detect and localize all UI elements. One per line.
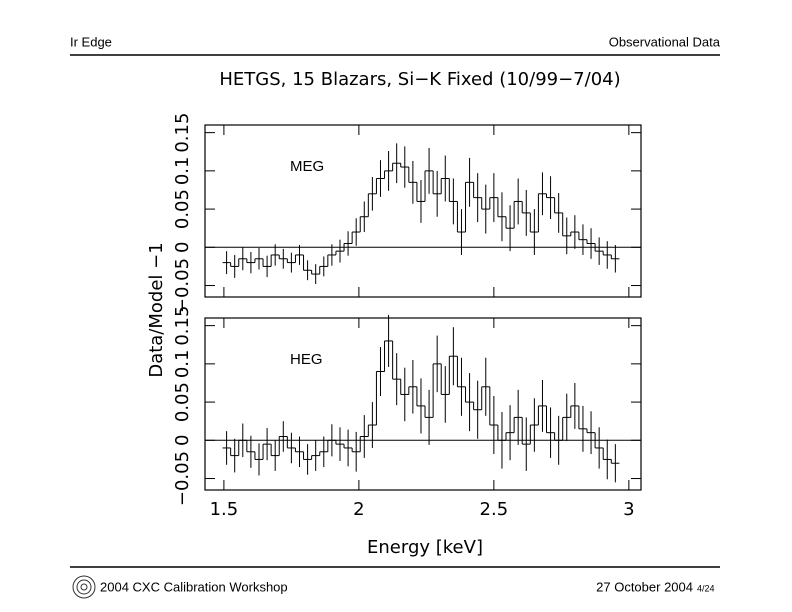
- page-number: 4/24: [697, 583, 715, 593]
- plot-frame: [204, 124, 642, 298]
- y-tick-label: 0.05: [172, 189, 193, 229]
- panel-label: HEG: [290, 351, 323, 368]
- x-tick-label: 2.5: [480, 499, 509, 520]
- y-tick-label: 0: [172, 435, 193, 446]
- y-tick-label: 0.15: [172, 113, 193, 153]
- y-tick-label: −0.05: [172, 258, 193, 313]
- y-axis-label: Data/Model −1: [146, 242, 167, 377]
- x-axis-label: Energy [keV]: [367, 537, 483, 558]
- y-tick-label: 0.1: [172, 350, 193, 379]
- y-tick-label: 0.05: [172, 382, 193, 422]
- y-tick-label: −0.05: [172, 451, 193, 506]
- footer-right: 27 October 2004: [596, 579, 693, 594]
- footer-left: 2004 CXC Calibration Workshop: [100, 579, 288, 594]
- y-tick-label: 0.1: [172, 157, 193, 186]
- x-tick-label: 2: [353, 499, 364, 520]
- panel-label: MEG: [290, 158, 324, 175]
- header-left: Ir Edge: [70, 34, 112, 49]
- header-right: Observational Data: [609, 34, 721, 49]
- y-tick-label: 0.15: [172, 306, 193, 346]
- plot-frame: [204, 317, 642, 491]
- chart-title: HETGS, 15 Blazars, Si−K Fixed (10/99−7/0…: [219, 69, 620, 90]
- logo: [72, 575, 96, 599]
- x-tick-label: 1.5: [210, 499, 239, 520]
- x-tick-label: 3: [623, 499, 634, 520]
- y-tick-label: 0: [172, 242, 193, 253]
